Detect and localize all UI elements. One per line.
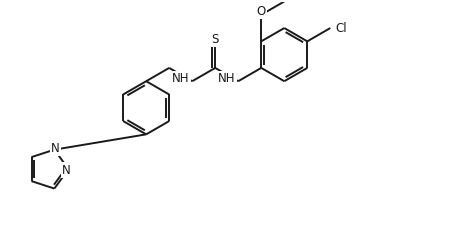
Text: NH: NH	[218, 72, 235, 85]
Text: Cl: Cl	[335, 21, 346, 34]
Text: O: O	[256, 5, 265, 18]
Text: N: N	[51, 142, 60, 155]
Text: NH: NH	[172, 72, 189, 85]
Text: N: N	[62, 164, 71, 177]
Text: S: S	[211, 33, 218, 46]
